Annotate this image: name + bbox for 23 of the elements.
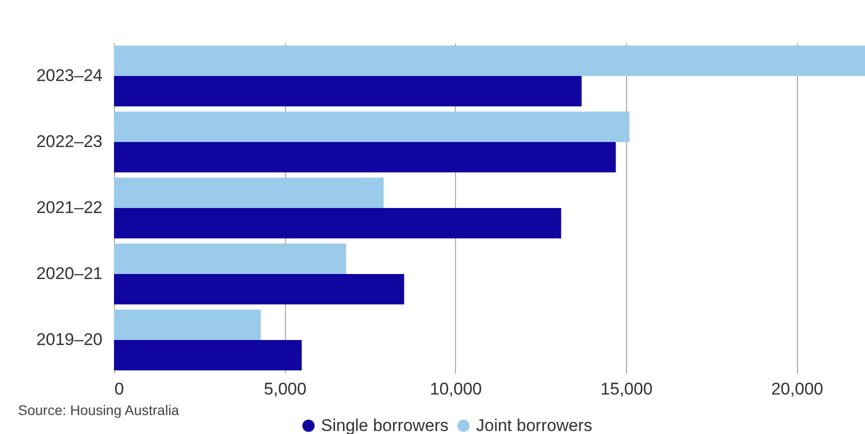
y-tick-label: 2023–24 — [36, 66, 102, 85]
bar — [114, 208, 562, 238]
x-tick-label: 10,000 — [430, 380, 482, 398]
bar — [114, 46, 865, 76]
bar — [114, 340, 302, 370]
legend-label: Single borrowers — [321, 416, 449, 434]
y-tick-label: 2021–22 — [36, 198, 102, 217]
bar — [114, 244, 346, 274]
bar — [114, 142, 616, 172]
bar — [114, 76, 582, 106]
source-note: Source: Housing Australia — [18, 402, 180, 418]
bar — [114, 310, 261, 340]
y-tick-label: 2020–21 — [36, 264, 102, 283]
bar — [114, 112, 630, 142]
x-tick-label: 5,000 — [264, 380, 306, 398]
bar — [114, 178, 384, 208]
y-tick-label: 2022–23 — [36, 132, 102, 151]
x-tick-label: 15,000 — [600, 380, 653, 398]
x-tick-label: 20,000 — [771, 380, 824, 398]
bar — [114, 274, 404, 304]
y-tick-label: 2019–20 — [36, 330, 102, 349]
x-tick-label: 0 — [114, 380, 124, 398]
legend-label: Joint borrowers — [476, 416, 592, 434]
